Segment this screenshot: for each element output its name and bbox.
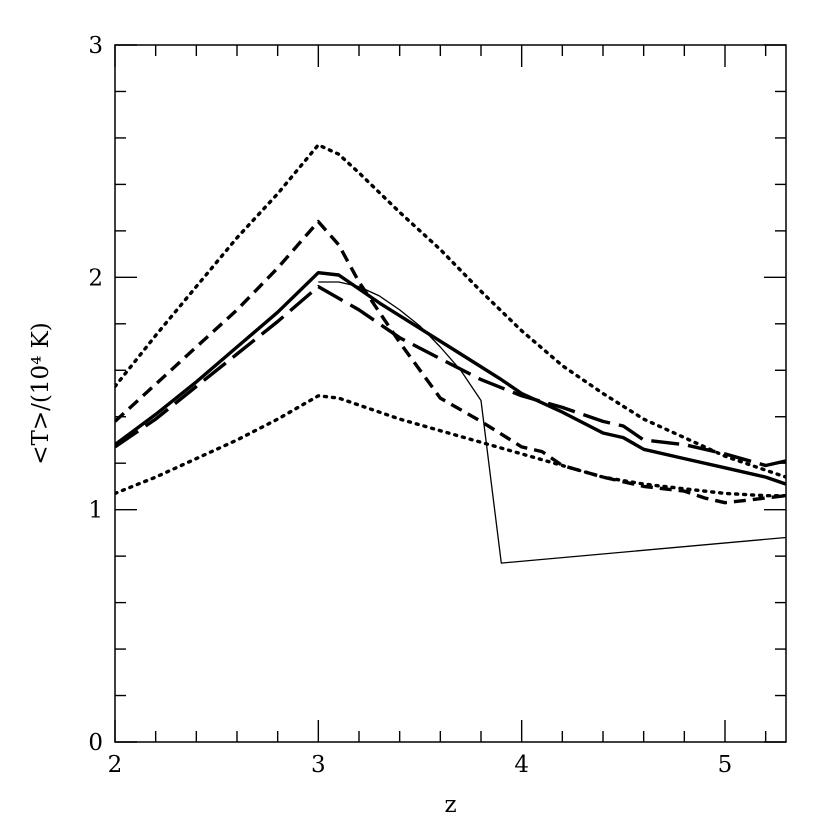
x-tick-label: 4 [514,752,529,778]
series-layer [115,143,786,564]
tick-marks [114,44,786,743]
series-line-1 [115,143,786,479]
y-tick-label: 3 [88,33,103,59]
series-line-3 [115,271,786,486]
x-tick-label: 2 [108,752,123,778]
plot-frame [114,44,787,743]
y-axis-title: <T>/(10⁴ K) [28,322,54,465]
y-tick-label: 0 [88,730,103,756]
y-tick-label: 2 [88,265,103,291]
x-tick-label: 3 [311,752,326,778]
series-line-5 [115,394,786,498]
y-tick-label: 1 [88,498,103,524]
series-line-4 [115,284,786,468]
series-line-6 [318,281,786,564]
tick-labels: 2 3 4 5 0 1 2 3 [88,33,732,778]
series-line-2 [115,219,786,505]
x-tick-label: 5 [718,752,733,778]
x-axis-title: z [444,792,456,818]
